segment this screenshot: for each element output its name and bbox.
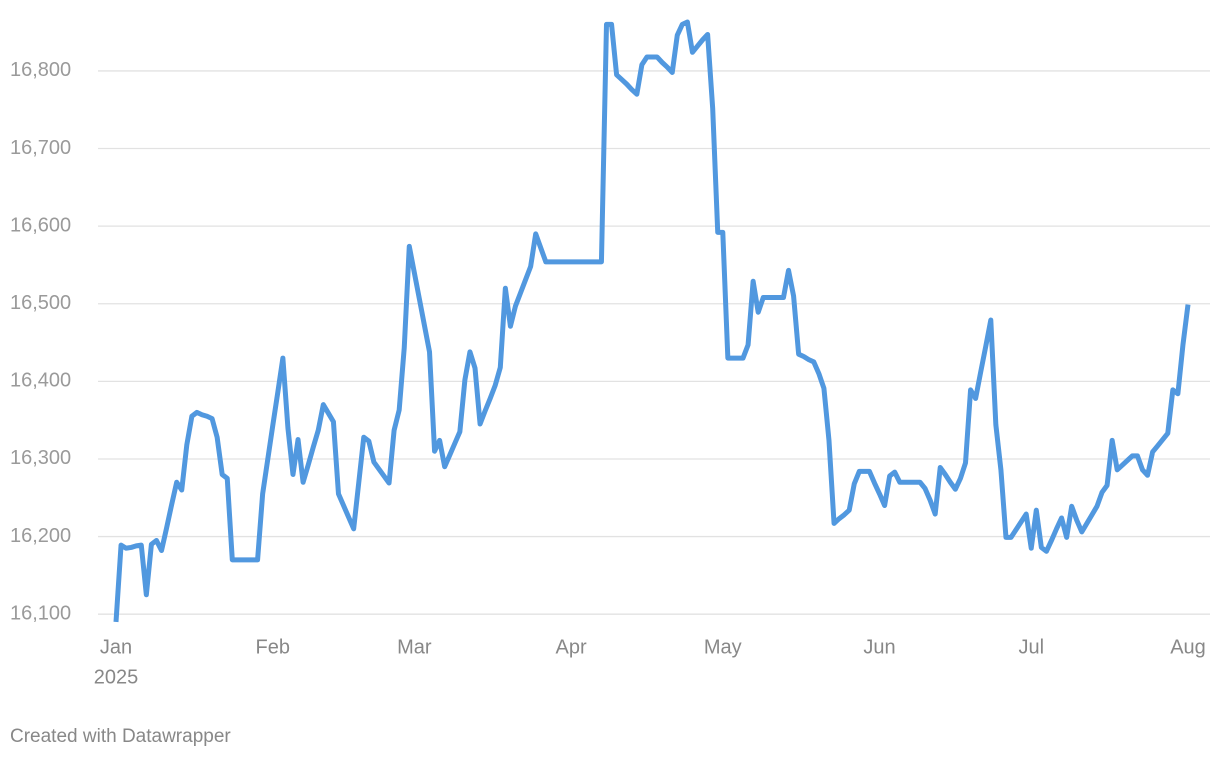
y-tick-label: 16,600: [10, 214, 71, 236]
y-tick-label: 16,300: [10, 447, 71, 469]
x-tick-label: May: [704, 636, 742, 658]
credit: Created with Datawrapper: [10, 726, 231, 747]
x-tick-label: Feb: [256, 636, 290, 658]
x-tick-label: Jan: [100, 636, 132, 658]
y-tick-label: 16,400: [10, 370, 71, 392]
y-tick-label: 16,100: [10, 602, 71, 624]
x-tick-label: Apr: [556, 636, 587, 658]
y-tick-label: 16,800: [10, 59, 71, 81]
x-year-label: 2025: [94, 666, 139, 688]
x-tick-label: Jul: [1018, 636, 1044, 658]
x-tick-label: Aug: [1170, 636, 1206, 658]
line: [113, 19, 1191, 623]
x-tick-label: Jun: [863, 636, 895, 658]
y-tick-label: 16,500: [10, 292, 71, 314]
y-tick-label: 16,700: [10, 137, 71, 159]
y-tick-label: 16,200: [10, 525, 71, 547]
x-tick-label: Mar: [397, 636, 432, 658]
